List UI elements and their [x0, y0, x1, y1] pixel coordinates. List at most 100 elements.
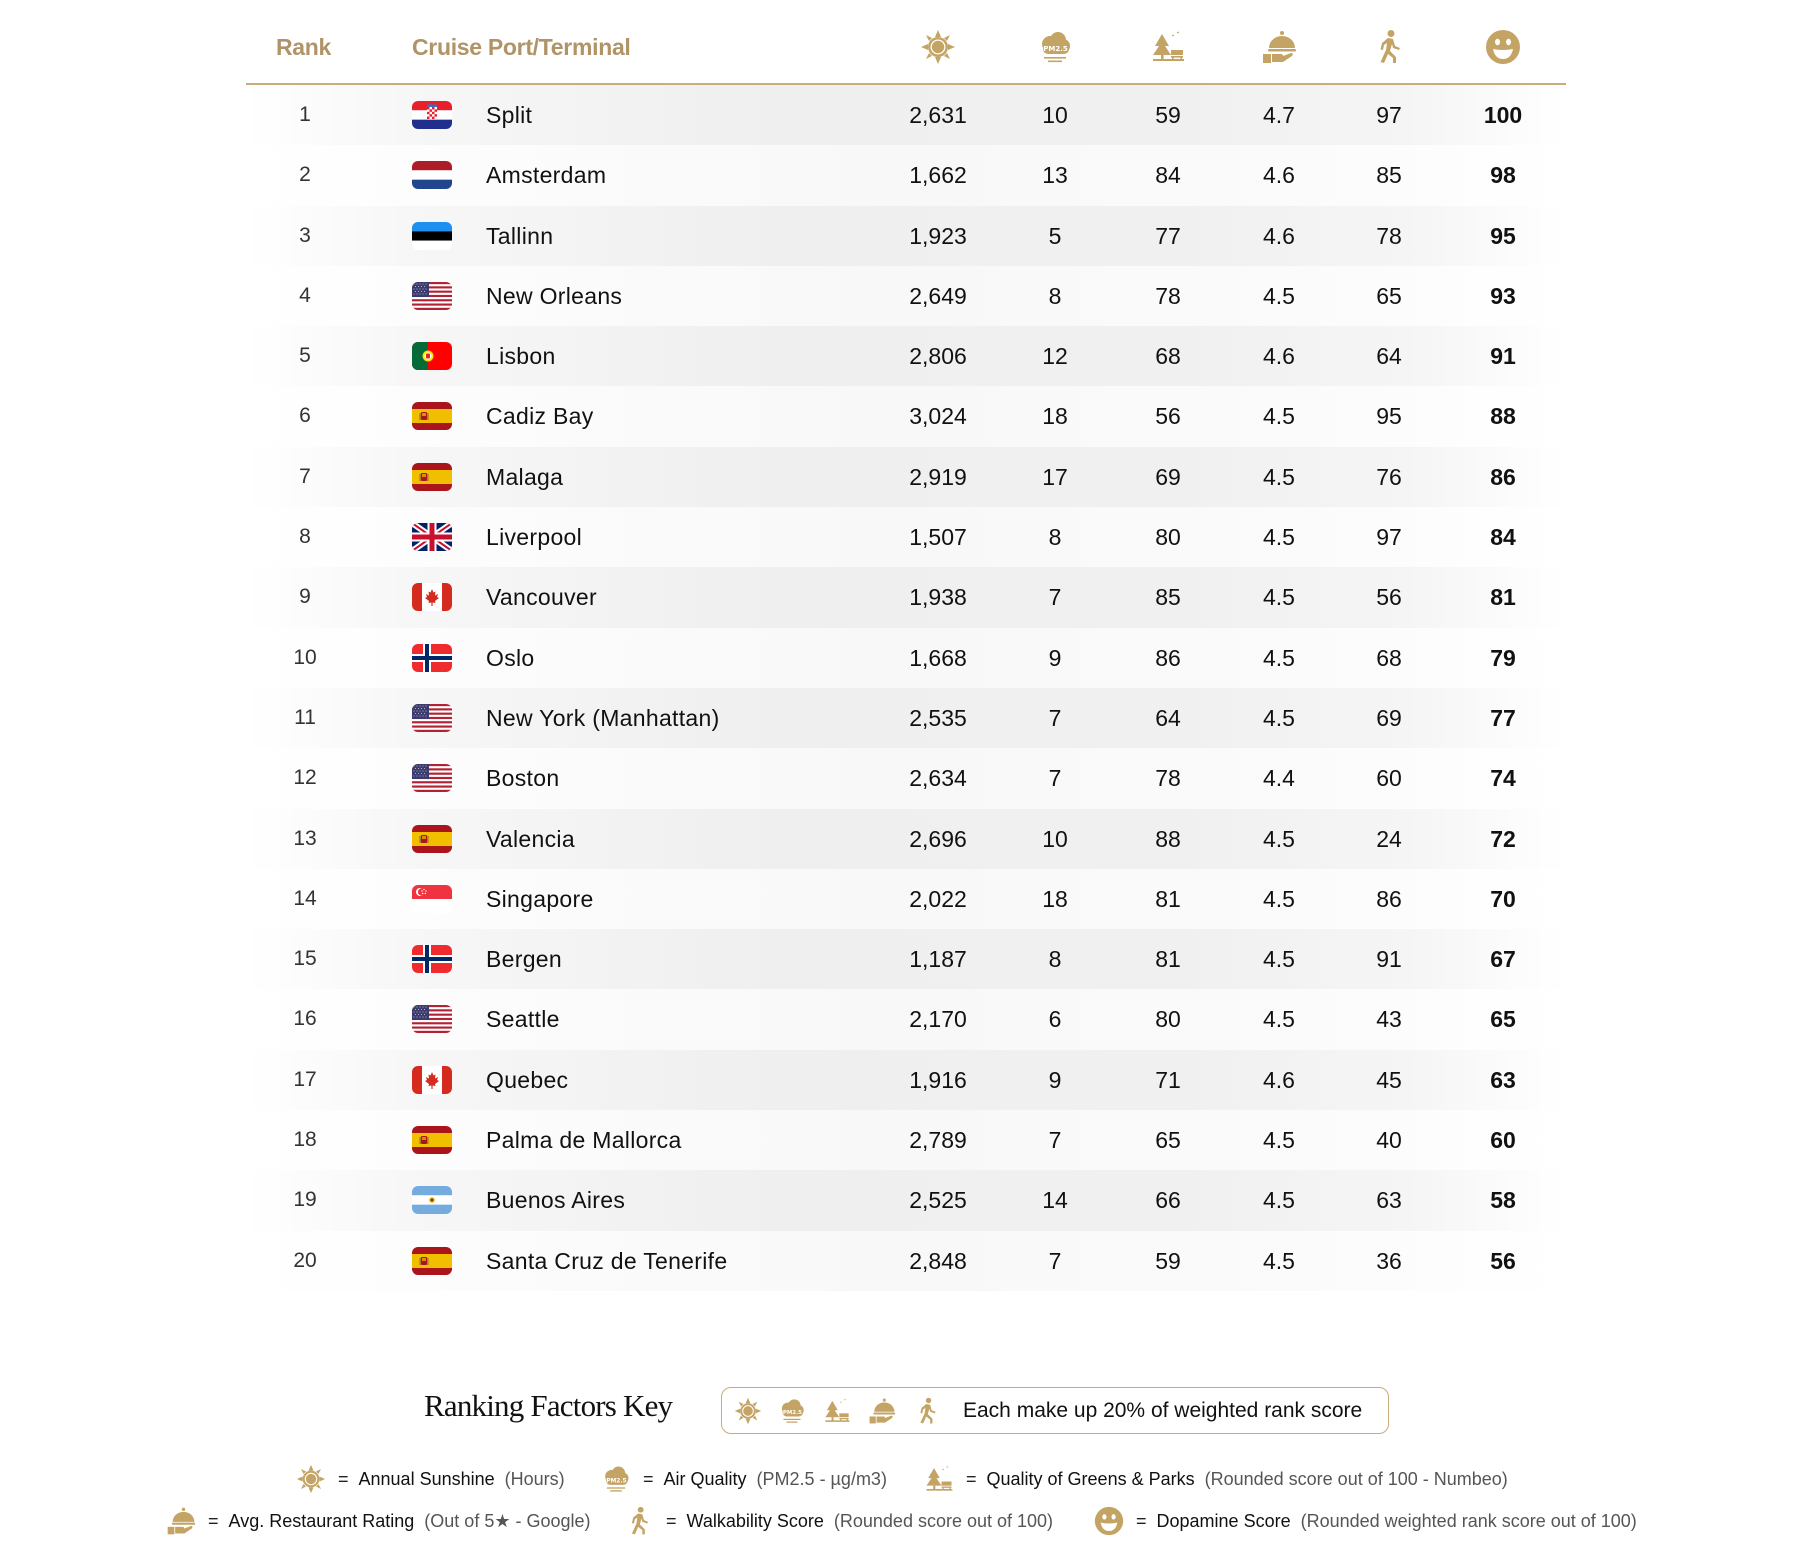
- port-name-cell: Boston: [486, 765, 560, 792]
- cloche-icon: [1261, 29, 1297, 65]
- port-name-cell: Split: [486, 102, 533, 128]
- walkability-cell: 40: [1376, 1127, 1402, 1154]
- table-row: 1 Split 2,631 10 59 4.7 97 100: [246, 85, 1566, 146]
- sun-icon: [296, 1464, 326, 1494]
- sun-icon: [734, 1397, 762, 1425]
- legend-note: (PM2.5 - µg/m3): [756, 1468, 887, 1489]
- dopamine-score-cell: 56: [1490, 1247, 1516, 1274]
- parks-cell: 86: [1155, 644, 1181, 671]
- air-quality-cell: 18: [1042, 885, 1068, 912]
- restaurant-rating-cell: 4.5: [1263, 885, 1295, 912]
- parks-cell: 78: [1155, 765, 1181, 792]
- walking-person-icon: [624, 1506, 654, 1536]
- table-row: 7 Malaga 2,919 17 69 4.5 76 86: [246, 446, 1566, 508]
- sunshine-cell: 2,631: [909, 102, 967, 128]
- cloche-icon: [868, 1397, 896, 1425]
- pm25-cloud-icon: [1037, 29, 1073, 65]
- table-row: 19 Buenos Aires 2,525 14 66 4.5 63 58: [246, 1170, 1566, 1231]
- park-bench-tree-icon: [823, 1397, 851, 1425]
- restaurant-rating-cell: 4.7: [1263, 102, 1295, 128]
- flag-spain-icon: [412, 463, 452, 491]
- port-name-cell: Oslo: [486, 644, 535, 671]
- parks-cell: 77: [1155, 222, 1181, 249]
- flag-spain-icon: [412, 402, 452, 430]
- legend-note: (Rounded weighted rank score out of 100): [1300, 1510, 1637, 1531]
- flag-argentina-icon: [412, 1186, 452, 1214]
- table-row: 4 New Orleans 2,649 8 78 4.5 65 93: [246, 265, 1566, 327]
- equals-sign: =: [1136, 1510, 1147, 1531]
- legend-walkability: = Walkability Score (Rounded score out o…: [624, 1503, 1053, 1539]
- table-row: 15 Bergen 1,187 8 81 4.5 91 67: [246, 929, 1566, 990]
- dopamine-score-cell: 77: [1490, 704, 1516, 731]
- ranking-table: Rank Cruise Port/Terminal 1 Split 2,631 10 5…: [246, 0, 1566, 1291]
- table-row: 11 New York (Manhattan) 2,535 7 64 4.5 69 77: [246, 687, 1566, 749]
- sunshine-cell: 1,938: [909, 584, 967, 611]
- air-quality-cell: 8: [1048, 946, 1062, 973]
- legend-dopamine: = Dopamine Score (Rounded weighted rank …: [1094, 1503, 1637, 1539]
- parks-cell: 80: [1155, 524, 1181, 551]
- dopamine-score-cell: 63: [1490, 1066, 1516, 1093]
- equals-sign: =: [208, 1510, 219, 1531]
- restaurant-rating-cell: 4.5: [1263, 1247, 1295, 1274]
- sunshine-cell: 2,634: [909, 765, 967, 792]
- rank-cell: 19: [293, 1188, 317, 1212]
- port-name-cell: Tallinn: [486, 222, 554, 249]
- sunshine-cell: 2,806: [909, 343, 967, 370]
- sunshine-cell: 1,668: [909, 644, 967, 671]
- flag-singapore-icon: [412, 885, 452, 913]
- table-row: 20 Santa Cruz de Tenerife 2,848 7 59 4.5 36 56: [246, 1230, 1566, 1291]
- sunshine-cell: 2,696: [909, 825, 967, 852]
- sunshine-cell: 2,919: [909, 463, 967, 490]
- air-quality-cell: 7: [1048, 765, 1062, 792]
- walkability-cell: 95: [1376, 403, 1402, 430]
- air-quality-cell: 7: [1048, 704, 1062, 731]
- key-weighting-box: Each make up 20% of weighted rank score: [721, 1387, 1389, 1434]
- walkability-cell: 43: [1376, 1006, 1402, 1033]
- legend-name: Annual Sunshine: [358, 1468, 495, 1489]
- restaurant-rating-cell: 4.5: [1263, 463, 1295, 490]
- dopamine-score-cell: 79: [1490, 644, 1516, 671]
- restaurant-rating-cell: 4.5: [1263, 1127, 1295, 1154]
- rank-cell: 7: [299, 464, 311, 488]
- air-quality-cell: 13: [1042, 162, 1068, 189]
- flag-norway-icon: [412, 945, 452, 973]
- rank-cell: 12: [293, 766, 317, 790]
- flag-canada-icon: [412, 1066, 452, 1094]
- walkability-cell: 24: [1376, 825, 1402, 852]
- walkability-cell: 45: [1376, 1066, 1402, 1093]
- air-quality-cell: 9: [1048, 1066, 1062, 1093]
- rank-cell: 15: [293, 947, 317, 971]
- table-row: 6 Cadiz Bay 3,024 18 56 4.5 95 88: [246, 386, 1566, 447]
- parks-cell: 85: [1155, 584, 1181, 611]
- pm25-cloud-icon: [778, 1397, 806, 1425]
- flag-uk-icon: [412, 523, 452, 551]
- walkability-cell: 69: [1376, 704, 1402, 731]
- sunshine-cell: 2,649: [909, 282, 967, 309]
- restaurant-rating-cell: 4.6: [1263, 343, 1295, 370]
- parks-cell: 78: [1155, 282, 1181, 309]
- parks-cell: 71: [1155, 1066, 1181, 1093]
- restaurant-rating-cell: 4.5: [1263, 1006, 1295, 1033]
- dopamine-score-cell: 86: [1490, 463, 1516, 490]
- rank-cell: 10: [293, 645, 317, 669]
- walkability-cell: 97: [1376, 524, 1402, 551]
- walkability-cell: 36: [1376, 1247, 1402, 1274]
- parks-cell: 84: [1155, 162, 1181, 189]
- legend-name: Walkability Score: [686, 1510, 824, 1531]
- flag-spain-icon: [412, 1126, 452, 1154]
- rank-column-header: Rank: [276, 34, 332, 60]
- restaurant-rating-cell: 4.5: [1263, 644, 1295, 671]
- rank-cell: 14: [293, 886, 317, 910]
- park-bench-tree-icon: [1150, 29, 1186, 65]
- air-quality-cell: 7: [1048, 1247, 1062, 1274]
- flag-spain-icon: [412, 825, 452, 853]
- port-name-cell: Buenos Aires: [486, 1187, 626, 1214]
- walkability-cell: 68: [1376, 644, 1402, 671]
- table-row: 9 Vancouver 1,938 7 85 4.5 56 81: [246, 567, 1566, 628]
- rank-cell: 18: [293, 1128, 317, 1152]
- port-name-cell: Lisbon: [486, 343, 556, 370]
- air-quality-cell: 14: [1042, 1187, 1068, 1214]
- legend-note: (Hours): [504, 1468, 565, 1489]
- air-quality-cell: 5: [1048, 222, 1062, 249]
- flag-croatia-icon: [412, 101, 452, 129]
